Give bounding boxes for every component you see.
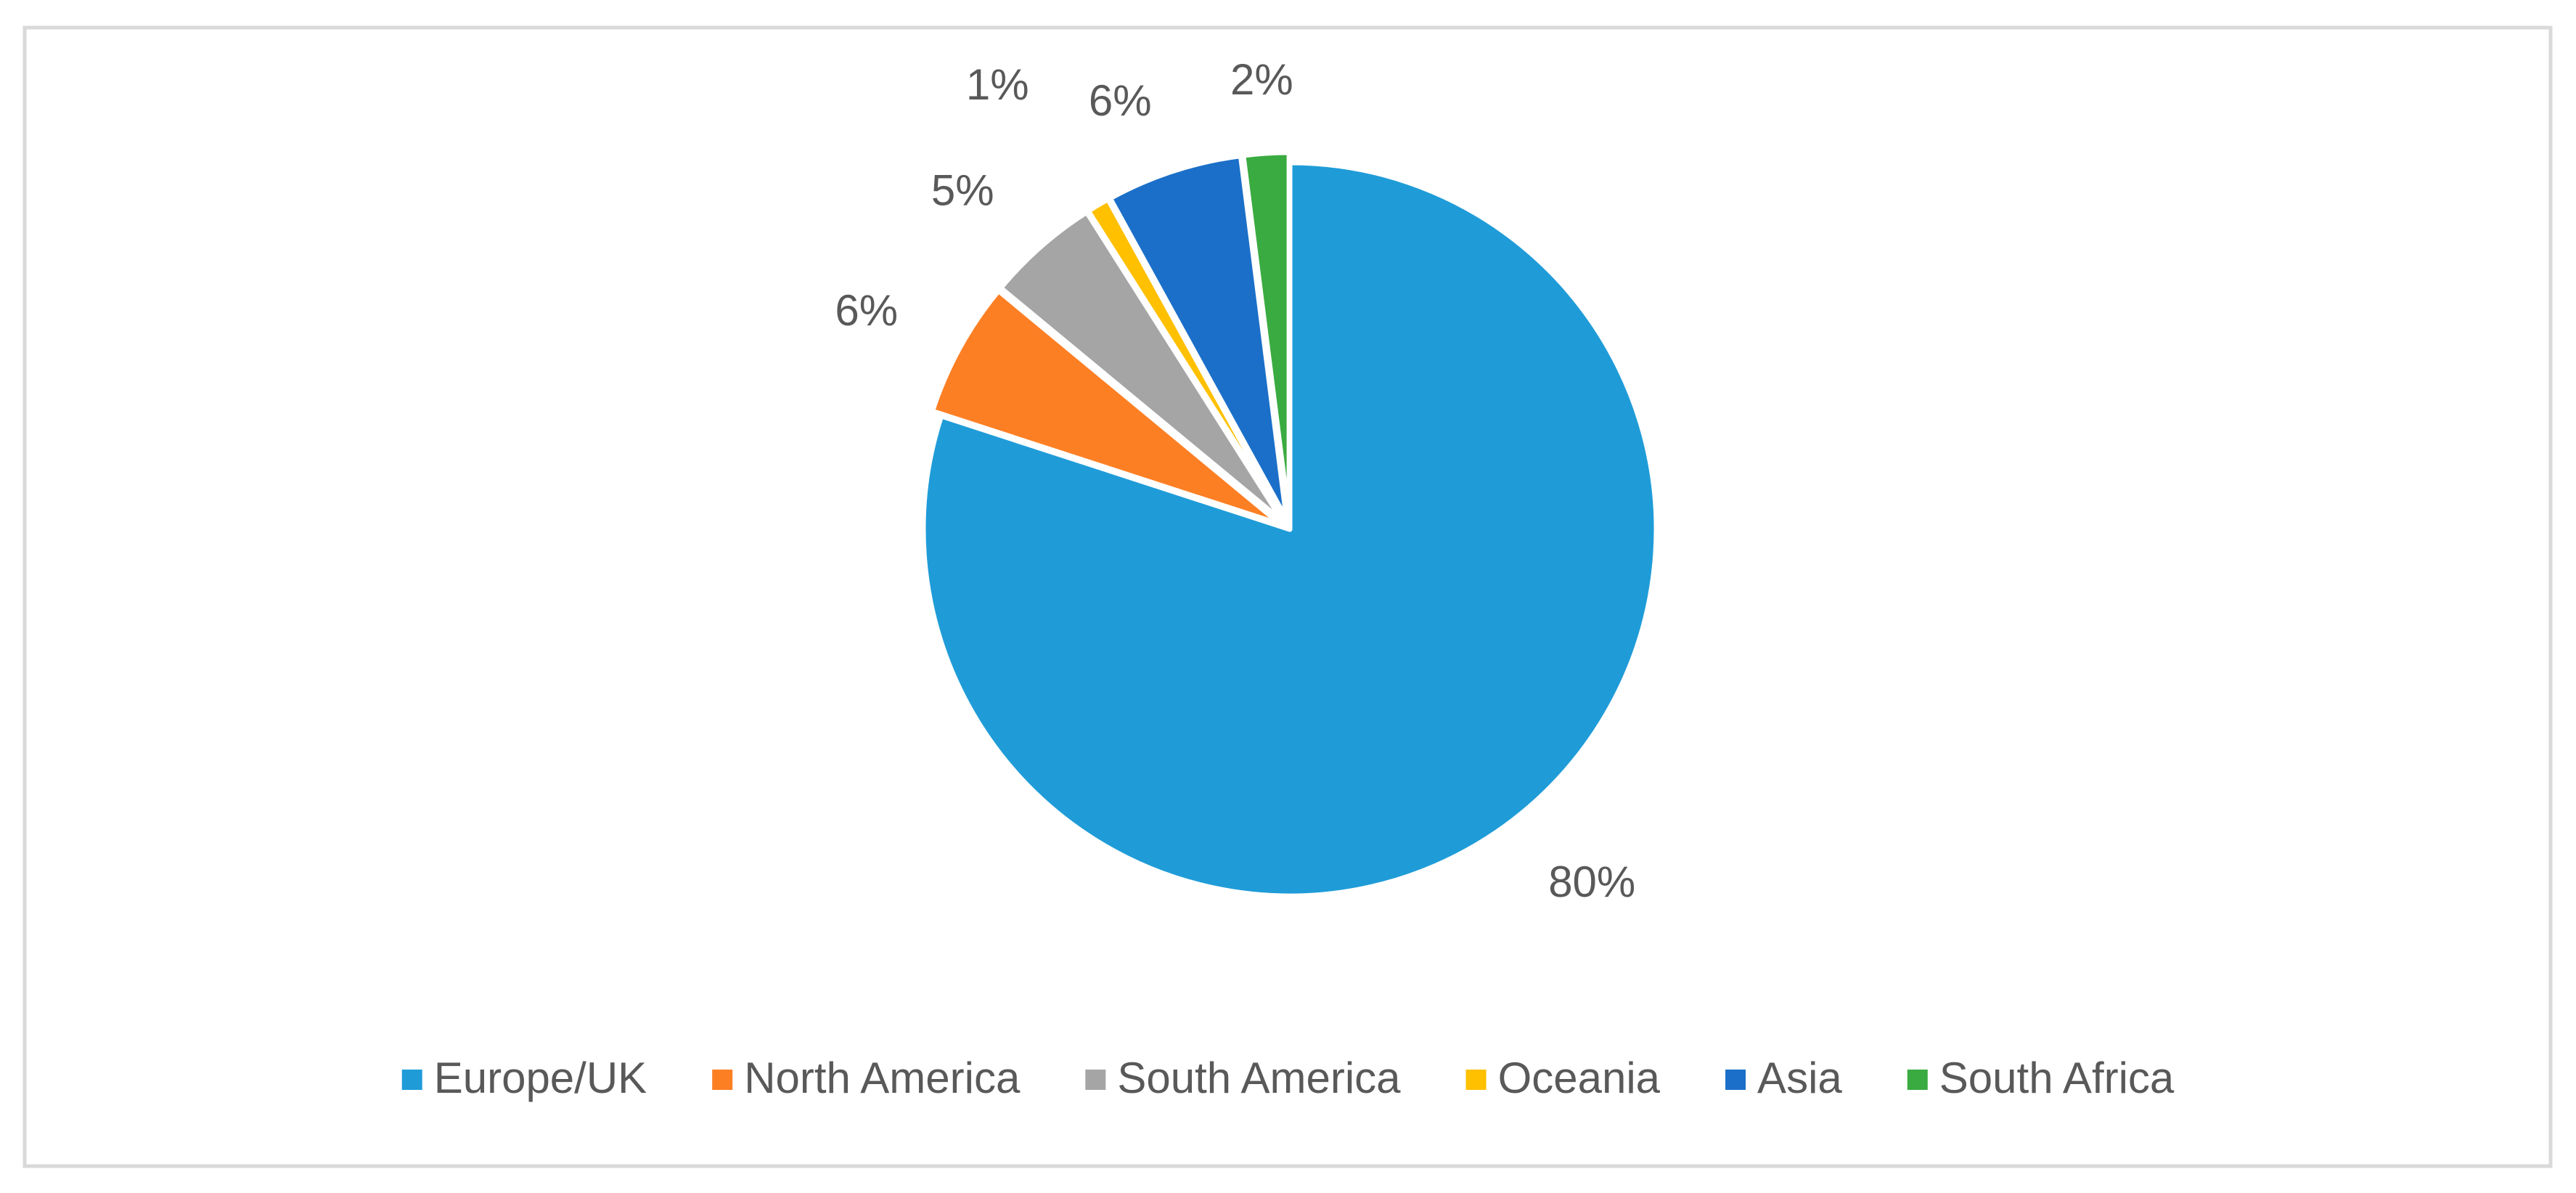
pie-slice (1240, 150, 1292, 522)
pie: 80% 6% 5% 1% 6% 2% (835, 55, 1659, 906)
legend-swatch (401, 1070, 422, 1090)
pie-slice (920, 160, 1659, 899)
data-label: 6% (835, 286, 898, 335)
legend-swatch (712, 1070, 733, 1090)
legend-label: North America (744, 1054, 1021, 1102)
legend: Europe/UK North America South America Ocean… (401, 1054, 2175, 1102)
data-label: 5% (931, 166, 994, 215)
data-label: 2% (1230, 55, 1293, 104)
legend-swatch (1465, 1070, 1487, 1090)
legend-swatch (1725, 1070, 1746, 1090)
legend-swatch (1907, 1070, 1928, 1090)
legend-label: South America (1117, 1054, 1401, 1102)
legend-label: Asia (1757, 1054, 1842, 1102)
data-label: 80% (1548, 858, 1635, 906)
pie-slice (929, 288, 1284, 527)
legend-label: South Africa (1939, 1054, 2175, 1102)
pie-slice (1107, 153, 1290, 523)
legend-swatch (1085, 1070, 1106, 1090)
legend-label: Oceania (1498, 1054, 1661, 1102)
legend-label: Europe/UK (434, 1054, 647, 1102)
data-label: 6% (1089, 76, 1152, 125)
data-label: 1% (966, 60, 1029, 109)
pie-slice (998, 209, 1286, 524)
